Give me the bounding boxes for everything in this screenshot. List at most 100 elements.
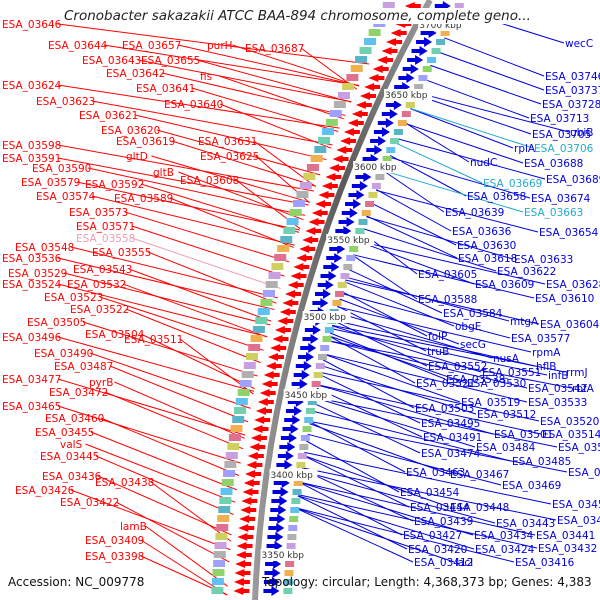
gene-label[interactable]: ESA_03409 (85, 535, 144, 547)
gene-label[interactable]: ESA_03529 (8, 268, 67, 280)
gene-label[interactable]: ESA_03624 (2, 80, 62, 92)
gene-label[interactable]: ESA_03591 (2, 153, 61, 165)
gene-label[interactable]: ESA_03465 (2, 401, 61, 413)
gene-label[interactable]: ESA_03524 (2, 279, 62, 291)
gene-label[interactable]: ESA_03669 (483, 178, 542, 190)
gene-label[interactable]: ESA_03501 (494, 429, 553, 441)
gene-label[interactable]: ESA_03542 (528, 383, 587, 395)
gene-label[interactable]: ESA_03646 (2, 19, 62, 31)
gene-label[interactable]: ESA_03422 (60, 497, 119, 509)
gene-label[interactable]: rbfA (572, 383, 595, 395)
gene-label[interactable]: folP (428, 331, 447, 343)
gene-label[interactable]: nudC (470, 157, 497, 169)
gene-label[interactable]: ESA_03438 (95, 477, 154, 489)
gene-label[interactable]: ESA_03663 (524, 207, 583, 219)
gene-label[interactable]: ESA_03654 (539, 227, 599, 239)
gene-label[interactable]: ESA_03622 (497, 266, 556, 278)
gene-label[interactable]: ESA_03543 (73, 264, 132, 276)
gene-label[interactable]: ESA_03490 (34, 348, 93, 360)
gene-label[interactable]: ESA_03427 (403, 530, 462, 542)
gene-label[interactable]: ESA_03398 (85, 551, 144, 563)
gene-label[interactable]: ESA_03496 (2, 332, 62, 344)
gene-label[interactable]: rplA (514, 143, 536, 155)
gene-label[interactable]: ESA_03412 (414, 557, 473, 569)
gene-label[interactable]: ESA_03434 (474, 530, 534, 542)
gene-label[interactable]: nusA (493, 353, 520, 365)
gene-label[interactable]: ESA_03432 (538, 543, 597, 555)
gene-label[interactable]: ESA_03630 (457, 240, 516, 252)
gene-label[interactable]: lacI (455, 557, 473, 569)
gene-label[interactable]: ESA_03706 (534, 143, 594, 155)
gene-label[interactable]: ESA_03644 (48, 40, 108, 52)
gene-label[interactable]: ESA_03574 (36, 191, 96, 203)
gene-label[interactable]: ESA_03536 (2, 253, 62, 265)
gene-label[interactable]: ESA_03533 (528, 397, 587, 409)
gene-label[interactable]: ESA_03448 (450, 502, 509, 514)
gene-label[interactable]: ESA_03579 (21, 177, 80, 189)
gene-label[interactable]: ESA_03737 (545, 85, 600, 97)
gene-label[interactable]: ESA_03455 (35, 427, 94, 439)
gene-label[interactable]: rpmA (532, 347, 561, 359)
gene-label[interactable]: ESA_03552 (428, 361, 487, 373)
gene-label[interactable]: ESA_03484 (476, 442, 536, 454)
gene-label[interactable]: ESA_03705 (532, 129, 591, 141)
gene-label[interactable]: ESA_03441 (536, 530, 595, 542)
gene-label[interactable]: lamB (120, 521, 147, 533)
gene-label[interactable]: ESA_03503 (415, 403, 474, 415)
gene-label[interactable]: ESA_03416 (515, 557, 575, 569)
gene-label[interactable]: ESA_03548 (15, 242, 74, 254)
gene-label[interactable]: ESA_03504 (85, 329, 145, 341)
gene-label[interactable]: ESA_03618 (458, 253, 517, 265)
gene-label[interactable]: ESA_03444 (410, 502, 470, 514)
gene-label[interactable]: ESA_03424 (475, 544, 535, 556)
gene-label[interactable]: ESA_03628 (546, 279, 600, 291)
gene-label[interactable]: ESA_03609 (475, 279, 534, 291)
gene-label[interactable]: ESA_03598 (2, 140, 61, 152)
gene-label[interactable]: ESA_03688 (524, 158, 583, 170)
gene-label[interactable]: ESA_03592 (85, 179, 144, 191)
gene-label[interactable]: ESA_03520 (540, 416, 599, 428)
gene-label[interactable]: mtgA (510, 316, 539, 328)
gene-label[interactable]: ESA_03571 (76, 221, 135, 233)
gene-label[interactable]: ESA_03426 (15, 485, 75, 497)
gene-label[interactable]: ESA_03555 (92, 247, 151, 259)
gene-label[interactable]: ESA_03689 (546, 174, 600, 186)
gene-label[interactable]: ESA_03460 (45, 413, 104, 425)
gene-label[interactable]: ESA_03512 (477, 409, 536, 421)
gene-label[interactable]: ESA_03491 (423, 432, 482, 444)
gene-label[interactable]: ESA_03488 (568, 467, 600, 479)
gene-label[interactable]: ESA_03623 (36, 96, 95, 108)
gene-label[interactable]: ESA_03420 (408, 544, 467, 556)
gene-label[interactable]: ESA_03584 (443, 308, 503, 320)
gene-label[interactable]: ESA_03530 (467, 378, 526, 390)
gene-label[interactable]: ESA_03521 (416, 378, 475, 390)
gene-label[interactable]: ESA_03588 (418, 294, 477, 306)
gene-label[interactable]: ubiB (570, 127, 593, 139)
gene-label[interactable]: ESA_03610 (535, 293, 594, 305)
gene-label[interactable]: obgE (455, 321, 481, 333)
gene-label[interactable]: ESA_03485 (512, 456, 571, 468)
gene-label[interactable]: ESA_03620 (101, 125, 160, 137)
gene-label[interactable]: ESA_03474 (421, 448, 481, 460)
gene-label[interactable]: ESA_03655 (141, 55, 200, 67)
gene-label[interactable]: ESA_03589 (114, 193, 173, 205)
gene-label[interactable]: purH (207, 40, 233, 52)
gene-label[interactable]: ESA_03625 (200, 151, 259, 163)
gene-label[interactable]: ESA_03467 (450, 469, 509, 481)
gene-label[interactable]: ESA_03463 (406, 467, 465, 479)
gene-label[interactable]: ESA_03511 (124, 334, 183, 346)
gene-label[interactable]: ESA_03674 (531, 193, 591, 205)
gene-label[interactable]: ESA_03538 (446, 374, 505, 386)
gene-label[interactable]: ESA_03657 (122, 40, 181, 52)
gene-label[interactable]: ESA_03436 (42, 471, 102, 483)
gene-label[interactable]: ESA_03551 (482, 367, 541, 379)
gene-label[interactable]: valS (60, 439, 83, 451)
gene-label[interactable]: ESA_03631 (198, 136, 257, 148)
gene-label[interactable]: ESA_03487 (54, 361, 113, 373)
gene-label[interactable]: ESA_03445 (40, 451, 99, 463)
gene-label[interactable]: ESA_03522 (70, 304, 129, 316)
gene-label[interactable]: ESA_03746 (545, 71, 600, 83)
gene-label[interactable]: ESA_03450 (557, 515, 600, 527)
gene-label[interactable]: ESA_03469 (502, 480, 561, 492)
gene-label[interactable]: ESA_03604 (540, 319, 600, 331)
